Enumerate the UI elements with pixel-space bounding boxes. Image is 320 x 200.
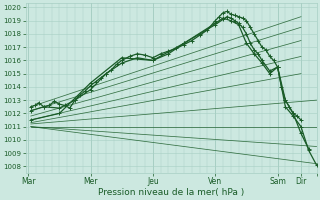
X-axis label: Pression niveau de la mer( hPa ): Pression niveau de la mer( hPa ): [98, 188, 244, 197]
